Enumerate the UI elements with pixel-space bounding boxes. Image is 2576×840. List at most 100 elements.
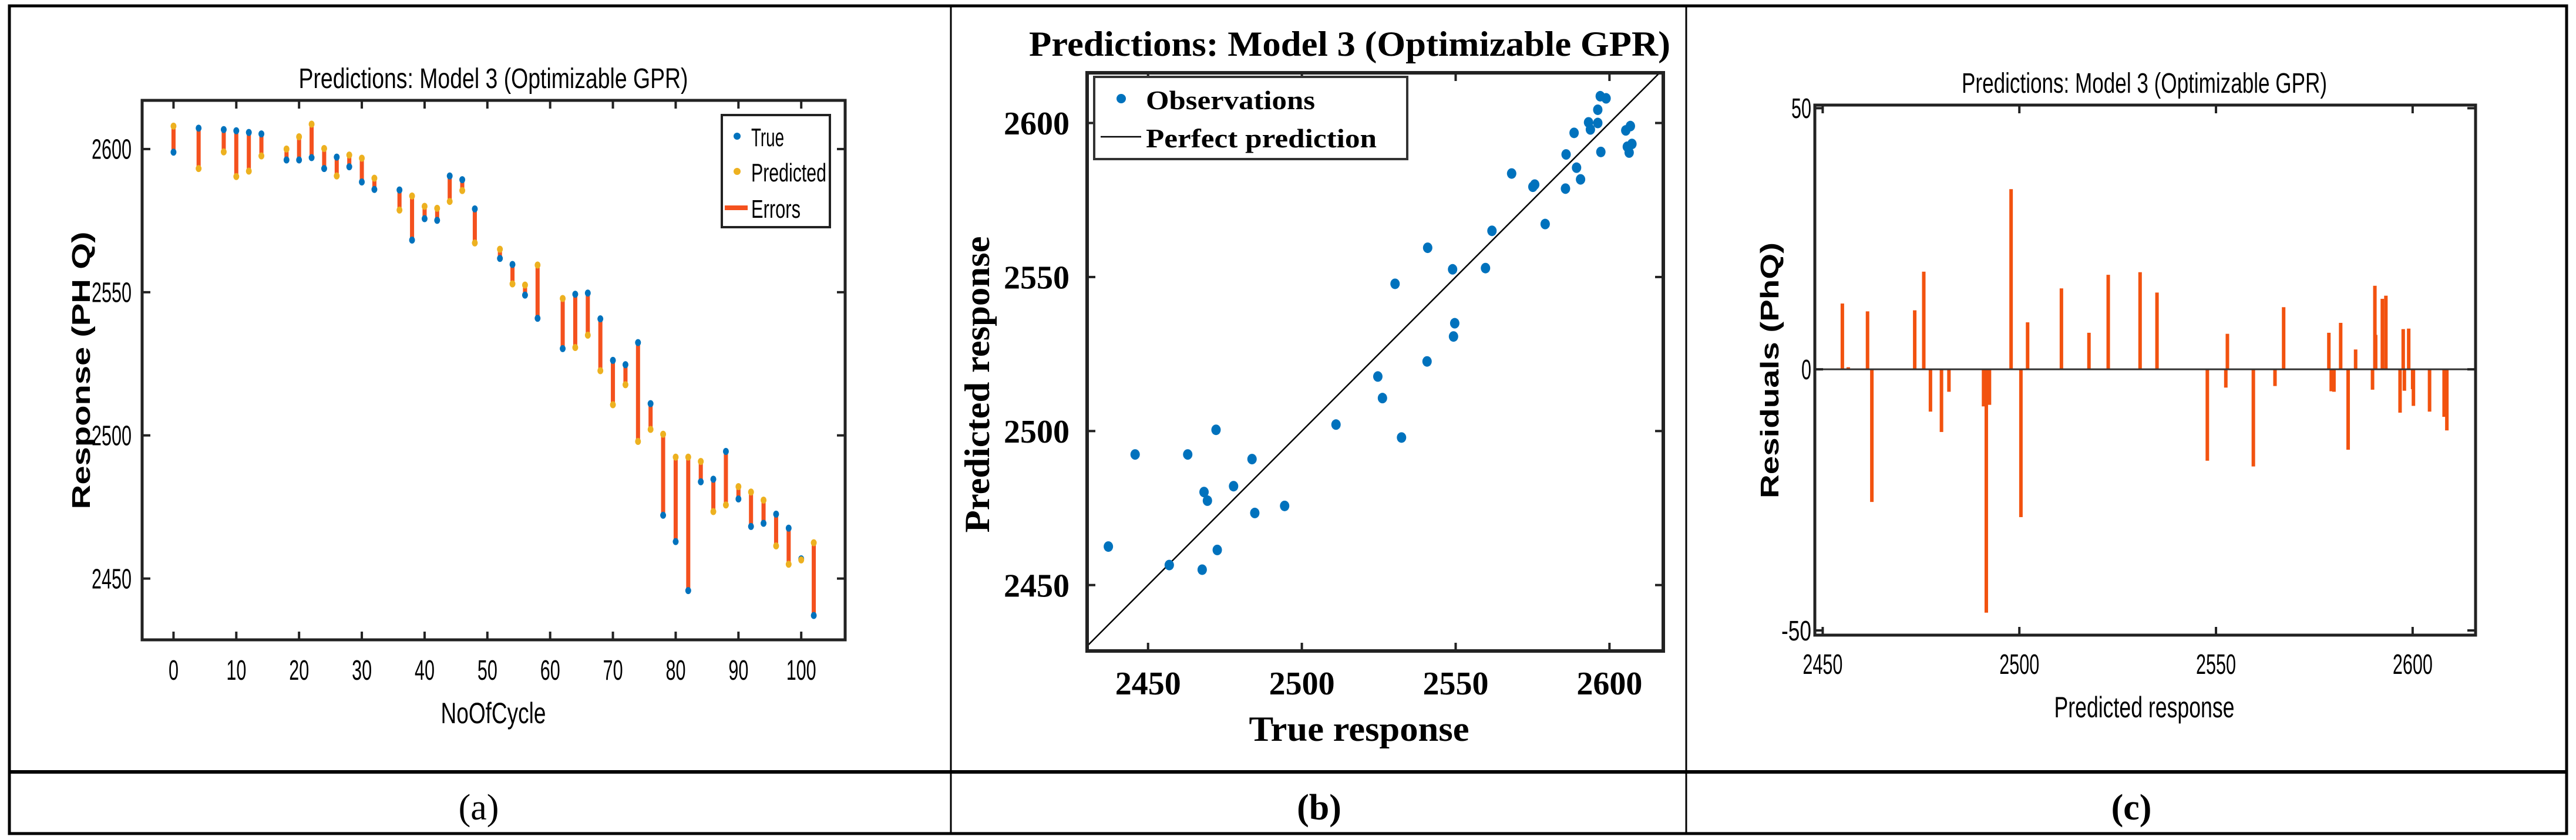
- observation-point: [1576, 174, 1586, 185]
- observation-point: [1561, 149, 1571, 160]
- observation-point: [1506, 168, 1516, 179]
- residual-bar: [2329, 369, 2333, 392]
- x-tick-label: 2550: [1422, 666, 1488, 702]
- predicted-point: [220, 148, 227, 156]
- true-point: [359, 178, 365, 186]
- residual-bar: [1939, 369, 1943, 432]
- residual-bar: [2373, 285, 2377, 370]
- legend-true-label: True: [751, 123, 784, 152]
- predicted-point: [258, 152, 265, 160]
- residual-bar: [2373, 335, 2377, 370]
- residual-bar: [2019, 369, 2023, 517]
- chart-a-title: Predictions: Model 3 (Optimizable GPR): [299, 63, 688, 95]
- observation-point: [1212, 544, 1222, 555]
- chart-b-ylabel: Predicted response: [958, 237, 997, 533]
- observation-point: [1448, 264, 1458, 275]
- true-point: [660, 511, 667, 519]
- chart-c-title: Predictions: Model 3 (Optimizable GPR): [1962, 68, 2327, 99]
- observation-point: [1481, 262, 1491, 274]
- residual-bar: [2427, 369, 2432, 412]
- observation-point: [1593, 104, 1603, 115]
- chart-b-legend: Observations Perfect prediction: [1093, 76, 1408, 160]
- true-point: [647, 400, 654, 407]
- chart-b-marks: [1087, 72, 1660, 647]
- true-point: [597, 315, 604, 323]
- residual-bar: [2224, 369, 2228, 388]
- x-tick-label: 90: [728, 655, 748, 686]
- y-tick-label: 2550: [1004, 260, 1070, 296]
- observation-point: [1211, 424, 1221, 436]
- residual-bar: [1840, 303, 1844, 370]
- predicted-point: [522, 281, 528, 289]
- predicted-point: [296, 133, 302, 140]
- observation-point: [1596, 146, 1606, 157]
- predicted-point: [610, 401, 616, 409]
- observation-point: [1622, 141, 1632, 152]
- residual-bar: [1982, 369, 1986, 407]
- true-point: [233, 127, 240, 134]
- predicted-point: [572, 343, 579, 351]
- y-tick-label: 0: [1801, 355, 1811, 386]
- observation-point: [1130, 449, 1140, 460]
- legend-box: [1093, 76, 1408, 160]
- residual-bar: [1988, 369, 1992, 405]
- true-point: [396, 186, 403, 194]
- true-point: [170, 149, 177, 156]
- observation-point: [1450, 318, 1459, 329]
- predicted-point: [371, 174, 378, 182]
- true-point: [446, 172, 453, 180]
- observation-point: [1595, 90, 1605, 102]
- true-point: [472, 205, 478, 212]
- legend-observations-marker: [1117, 94, 1126, 103]
- y-tick-label: 50: [1791, 93, 1811, 124]
- plot-frame: [1085, 71, 1665, 653]
- predicted-point: [321, 144, 327, 152]
- predicted-point: [622, 381, 628, 389]
- predicted-point: [647, 426, 654, 433]
- predicted-point: [597, 367, 604, 375]
- true-point: [710, 475, 717, 483]
- true-point: [572, 291, 579, 298]
- residual-bar: [1865, 311, 1869, 370]
- legend-predicted-marker: [734, 168, 741, 175]
- observation-point: [1422, 356, 1432, 367]
- true-point: [321, 165, 327, 173]
- predicted-point: [584, 331, 591, 339]
- predicted-point: [233, 173, 240, 180]
- true-point: [685, 587, 691, 595]
- predicted-point: [396, 206, 403, 214]
- chart-a-axes: 0 10 20 30 40 50 60 70 80 90 100 2450 2500 2550 2600: [92, 99, 847, 686]
- residual-bar: [2412, 369, 2416, 406]
- chart-b-axes: 2450 2500 2550 2600 2450 2500 2550 2600: [1004, 71, 1665, 702]
- caption-a: (a): [459, 788, 499, 828]
- residual-bar: [2401, 329, 2405, 370]
- plot-frame: [140, 99, 847, 642]
- true-point: [698, 478, 704, 485]
- y-tick-label: 2600: [92, 134, 132, 166]
- predicted-point: [283, 145, 290, 153]
- true-point: [622, 361, 628, 369]
- caption-b: (b): [1297, 788, 1341, 828]
- residual-bar: [2009, 189, 2013, 370]
- predicted-point: [497, 245, 503, 253]
- chart-b-title: Predictions: Model 3 (Optimizable GPR): [1029, 25, 1670, 63]
- observation-point: [1104, 541, 1114, 552]
- observation-point: [1487, 225, 1497, 237]
- predicted-point: [748, 488, 754, 496]
- residual-bar: [2346, 369, 2350, 450]
- x-tick-label: 20: [289, 655, 309, 686]
- x-tick-label: 2600: [1576, 666, 1642, 702]
- observation-point: [1164, 559, 1174, 571]
- true-point: [735, 495, 742, 503]
- chart-c-residuals: Predictions: Model 3 (Optimizable GPR) 2…: [1756, 68, 2477, 724]
- observation-point: [1585, 124, 1595, 135]
- true-point: [509, 261, 516, 268]
- true-point: [560, 345, 566, 352]
- predicted-point: [459, 187, 466, 194]
- chart-a-marks: [170, 120, 817, 619]
- observation-point: [1199, 487, 1209, 498]
- residual-bar: [2442, 369, 2446, 417]
- true-point: [497, 255, 503, 262]
- x-tick-label: 2600: [2393, 649, 2433, 680]
